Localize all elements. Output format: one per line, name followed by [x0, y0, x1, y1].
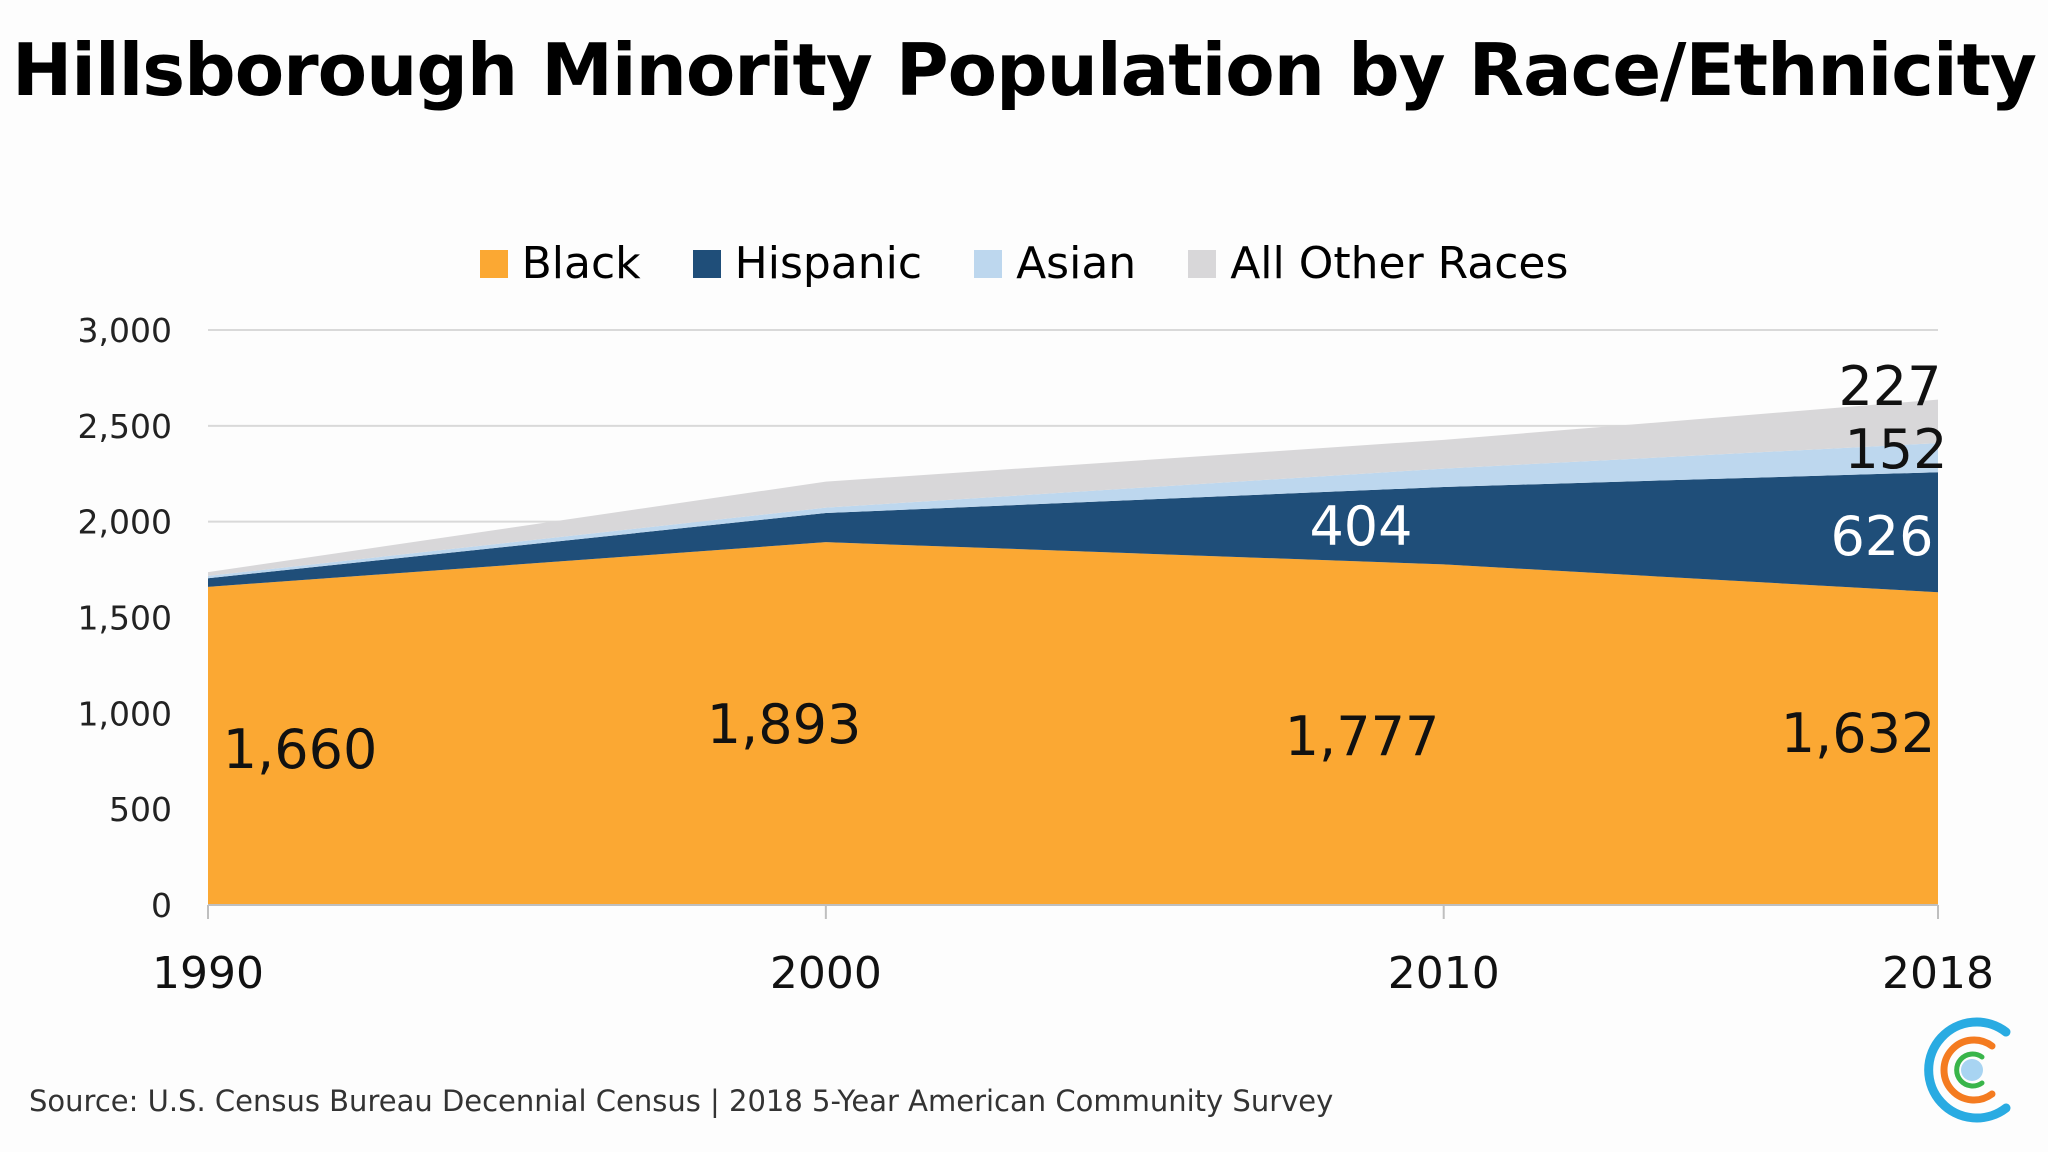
y-tick-label: 500 [109, 790, 172, 829]
area-hispanic [208, 472, 1938, 593]
area-black [208, 542, 1938, 905]
legend-item-asian: Asian [974, 238, 1136, 289]
legend-item-black: Black [479, 238, 641, 289]
legend-label: Black [521, 238, 641, 289]
data-label: 626 [1830, 505, 1933, 568]
y-tick-label: 2,500 [78, 407, 172, 446]
legend: Black Hispanic Asian All Other Races [0, 238, 2048, 289]
chart-title: Hillsborough Minority Population by Race… [12, 28, 2037, 112]
data-label: 1,893 [707, 693, 862, 756]
data-label: 1,777 [1285, 705, 1440, 768]
area-asian [208, 443, 1938, 579]
data-label: 1,660 [223, 718, 378, 781]
y-tick-label: 2,000 [78, 503, 172, 542]
data-label: 404 [1309, 495, 1412, 558]
x-tick-label: 2018 [1882, 948, 1994, 999]
data-label: 1,632 [1781, 702, 1936, 765]
data-label: 227 [1838, 355, 1941, 418]
legend-swatch [479, 249, 508, 278]
x-tick-label: 2010 [1388, 948, 1500, 999]
y-tick-label: 1,500 [78, 599, 172, 638]
legend-label: Asian [1016, 238, 1137, 289]
source-note: Source: U.S. Census Bureau Decennial Cen… [29, 1084, 1334, 1118]
x-tick-label: 1990 [152, 948, 264, 999]
legend-label: Hispanic [734, 238, 923, 289]
legend-item-hispanic: Hispanic [692, 238, 923, 289]
legend-swatch [974, 249, 1003, 278]
x-tick-label: 2000 [770, 948, 882, 999]
legend-item-other: All Other Races [1188, 238, 1568, 289]
y-tick-label: 0 [151, 886, 172, 925]
legend-swatch [692, 249, 721, 278]
data-label: 152 [1844, 418, 1947, 481]
y-tick-label: 3,000 [78, 311, 172, 350]
y-tick-label: 1,000 [78, 694, 172, 733]
area-all-other-races [208, 399, 1938, 576]
legend-swatch [1188, 249, 1217, 278]
legend-label: All Other Races [1230, 238, 1569, 289]
concentric-c-logo [1924, 1017, 2011, 1123]
